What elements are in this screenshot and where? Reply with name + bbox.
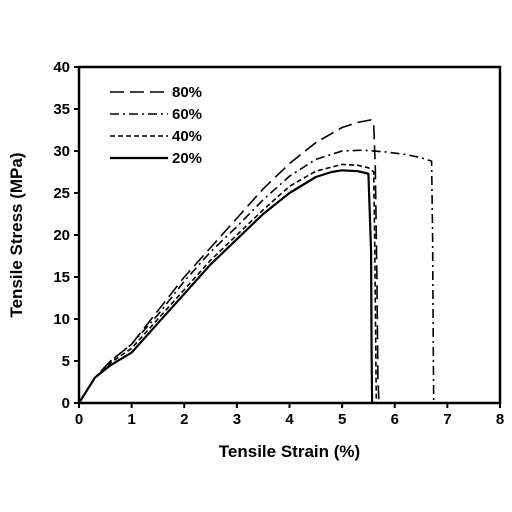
legend-label-4: 20%: [172, 150, 202, 167]
x-tick-label: 4: [285, 411, 294, 428]
legend: 80% 60% 40% 20%: [110, 84, 202, 167]
legend-label-3: 40%: [172, 128, 202, 145]
y-tick-label: 0: [62, 395, 70, 412]
x-tick-label: 5: [338, 411, 346, 428]
series-line-2: [78, 149, 435, 404]
y-tick-label: 35: [53, 101, 70, 118]
x-axis-label: Tensile Strain (%): [219, 442, 360, 461]
y-tick-label: 25: [53, 185, 70, 202]
y-tick-label: 5: [62, 353, 70, 370]
y-axis-label: Tensile Stress (MPa): [7, 152, 26, 317]
x-tick-label: 1: [127, 411, 135, 428]
y-tick-label: 10: [53, 311, 70, 328]
series-line-4: [78, 169, 374, 404]
legend-label-2: 60%: [172, 106, 202, 123]
legend-label-1: 80%: [172, 84, 202, 101]
x-tick-label: 2: [180, 411, 188, 428]
x-tick-label: 6: [391, 411, 399, 428]
series-line-3: [78, 163, 378, 404]
axis-ticks: 0 1 2 3 4 5 6 7 8 0 5 10 15 20 25 30 35 40: [53, 59, 504, 428]
y-tick-label: 20: [53, 227, 70, 244]
x-tick-label: 7: [443, 411, 451, 428]
series-layer: [78, 119, 435, 404]
x-tick-label: 8: [496, 411, 504, 428]
x-tick-label: 3: [233, 411, 241, 428]
x-tick-label: 0: [75, 411, 83, 428]
y-tick-label: 15: [53, 269, 70, 286]
series-line-1: [78, 119, 380, 404]
y-tick-label: 40: [53, 59, 70, 76]
y-tick-label: 30: [53, 143, 70, 160]
